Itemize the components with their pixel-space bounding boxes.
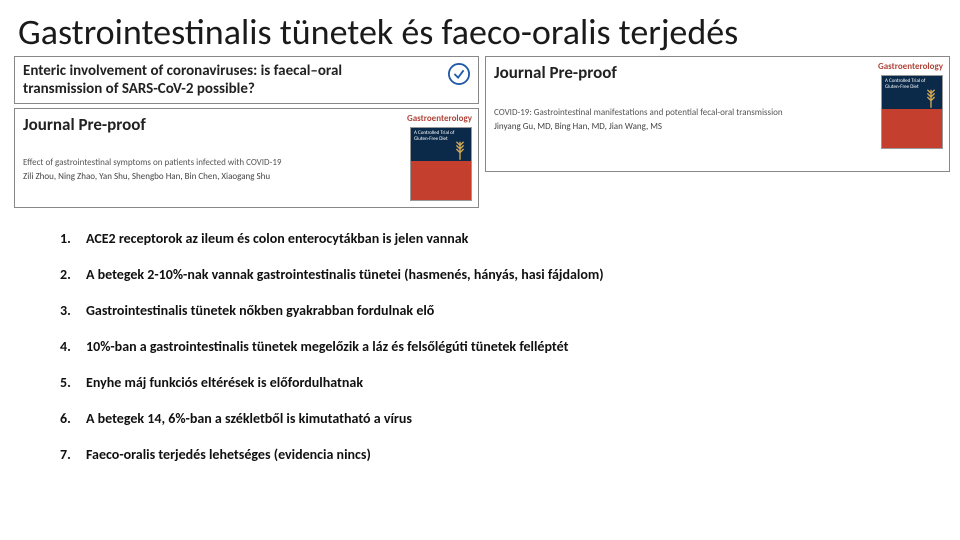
list-text: 10%-ban a gastrointestinalis tünetek meg… bbox=[86, 338, 568, 355]
list-item: 1.ACE2 receptorok az ileum és colon ente… bbox=[60, 230, 900, 247]
ref-3-brand-badge: Gastroenterology bbox=[839, 61, 943, 72]
list-item: 3.Gastrointestinalis tünetek nőkben gyak… bbox=[60, 302, 900, 319]
references-row: Enteric involvement of coronaviruses: is… bbox=[0, 56, 960, 208]
crossmark-icon bbox=[448, 63, 470, 85]
ref-3-subtitle: COVID-19: Gastrointestinal manifestation… bbox=[494, 107, 834, 118]
references-right-col: Journal Pre-proof COVID-19: Gastrointest… bbox=[485, 56, 950, 208]
list-number: 5. bbox=[60, 374, 86, 391]
list-text: Gastrointestinalis tünetek nőkben gyakra… bbox=[86, 302, 434, 319]
ref-2-subtitle: Effect of gastrointestinal symptoms on p… bbox=[23, 157, 363, 168]
bullet-list: 1.ACE2 receptorok az ileum és colon ente… bbox=[0, 208, 960, 463]
list-item: 2.A betegek 2-10%-nak vannak gastrointes… bbox=[60, 266, 900, 283]
list-number: 6. bbox=[60, 410, 86, 427]
list-item: 4.10%-ban a gastrointestinalis tünetek m… bbox=[60, 338, 900, 355]
list-number: 1. bbox=[60, 230, 86, 247]
list-text: Faeco-oralis terjedés lehetséges (eviden… bbox=[86, 446, 371, 463]
ref-2-cover: A Controlled Trial of Gluten-Free Diet bbox=[410, 127, 472, 201]
list-item: 6.A betegek 14, 6%-ban a székletből is k… bbox=[60, 410, 900, 427]
ref-3-brand: Gastroenterology bbox=[839, 61, 943, 72]
list-text: ACE2 receptorok az ileum és colon entero… bbox=[86, 230, 468, 247]
ref-card-2: Journal Pre-proof Effect of gastrointest… bbox=[14, 108, 479, 208]
list-item: 7.Faeco-oralis terjedés lehetséges (evid… bbox=[60, 446, 900, 463]
ref-2-authors: Zili Zhou, Ning Zhao, Yan Shu, Shengbo H… bbox=[23, 171, 363, 182]
ref-card-1: Enteric involvement of coronaviruses: is… bbox=[14, 56, 479, 104]
list-text: A betegek 2-10%-nak vannak gastrointesti… bbox=[86, 266, 604, 283]
list-text: Enyhe máj funkciós eltérések is előfordu… bbox=[86, 374, 363, 391]
list-number: 2. bbox=[60, 266, 86, 283]
wheat-icon bbox=[451, 138, 469, 160]
list-item: 5.Enyhe máj funkciós eltérések is előfor… bbox=[60, 374, 900, 391]
ref-card-3: Journal Pre-proof COVID-19: Gastrointest… bbox=[485, 56, 950, 172]
ref-3-authors: Jinyang Gu, MD, Bing Han, MD, Jian Wang,… bbox=[494, 121, 834, 132]
slide-title: Gastrointestinalis tünetek és faeco-oral… bbox=[0, 0, 960, 56]
list-number: 7. bbox=[60, 446, 86, 463]
list-number: 4. bbox=[60, 338, 86, 355]
wheat-icon bbox=[922, 86, 940, 108]
references-left-col: Enteric involvement of coronaviruses: is… bbox=[14, 56, 479, 208]
ref-3-cover: A Controlled Trial of Gluten-Free Diet bbox=[881, 75, 943, 149]
list-text: A betegek 14, 6%-ban a székletből is kim… bbox=[86, 410, 412, 427]
ref-2-brand: Gastroenterology bbox=[368, 113, 472, 124]
ref-2-brand-badge: Gastroenterology bbox=[368, 113, 472, 124]
list-number: 3. bbox=[60, 302, 86, 319]
ref-1-title: Enteric involvement of coronaviruses: is… bbox=[23, 62, 403, 98]
